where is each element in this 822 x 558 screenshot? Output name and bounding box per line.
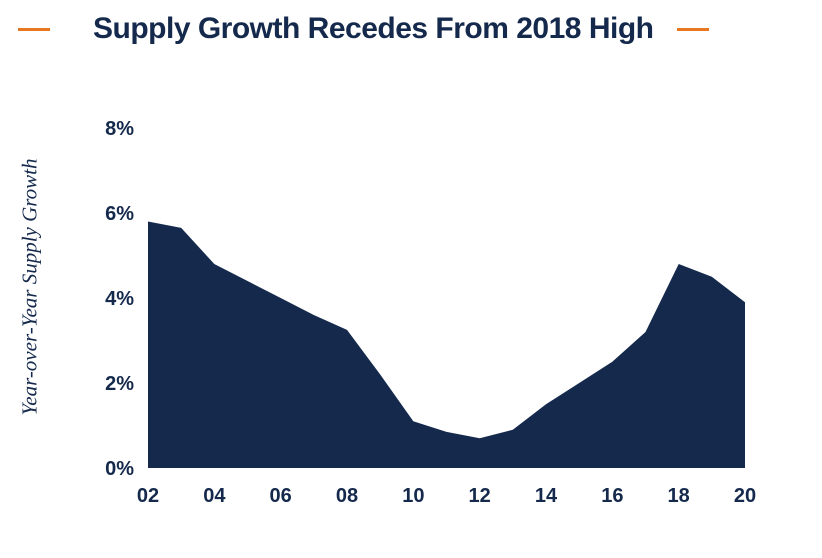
x-tick-label-06: 06 [270, 485, 292, 507]
x-tick-label-12: 12 [469, 485, 491, 507]
y-tick-label-6: 6% [105, 203, 134, 225]
title-dash-right-icon [677, 27, 710, 31]
y-tick-label-4: 4% [105, 288, 134, 310]
x-tick-label-08: 08 [336, 485, 358, 507]
x-tick-label-18: 18 [668, 485, 690, 507]
y-axis-label: Year-over-Year Supply Growth [17, 158, 42, 416]
x-tick-label-02: 02 [137, 485, 159, 507]
supply-growth-area [148, 221, 745, 468]
x-tick-label-20: 20 [734, 485, 756, 507]
y-tick-label-0: 0% [105, 458, 134, 480]
chart-header: Supply Growth Recedes From 2018 High [0, 12, 822, 46]
x-tick-label-16: 16 [601, 485, 623, 507]
y-tick-label-2: 2% [105, 373, 134, 395]
x-tick-label-04: 04 [203, 485, 226, 507]
chart-title: Supply Growth Recedes From 2018 High [93, 12, 654, 45]
x-tick-label-10: 10 [402, 485, 424, 507]
x-tick-label-14: 14 [535, 485, 558, 507]
supply-growth-area-chart: 0% 2% 4% 6% 8% 02 04 06 08 10 12 14 16 18 20 [105, 118, 756, 507]
title-dash-left-icon [18, 27, 50, 31]
y-tick-label-8: 8% [105, 118, 134, 140]
